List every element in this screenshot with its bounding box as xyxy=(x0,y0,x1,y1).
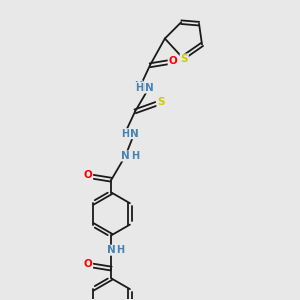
Text: H: H xyxy=(121,129,129,139)
Text: H: H xyxy=(131,151,139,161)
Text: H: H xyxy=(116,245,124,255)
Text: H: H xyxy=(134,81,142,91)
Text: N: N xyxy=(107,245,116,255)
Text: N: N xyxy=(143,82,152,93)
Text: S: S xyxy=(180,54,188,64)
Text: N: N xyxy=(145,82,154,93)
Text: O: O xyxy=(169,56,177,66)
Text: O: O xyxy=(83,170,92,180)
Text: S: S xyxy=(157,98,165,107)
Text: O: O xyxy=(83,259,92,269)
Text: H: H xyxy=(136,82,144,93)
Text: N: N xyxy=(130,129,139,139)
Text: N: N xyxy=(121,151,130,161)
